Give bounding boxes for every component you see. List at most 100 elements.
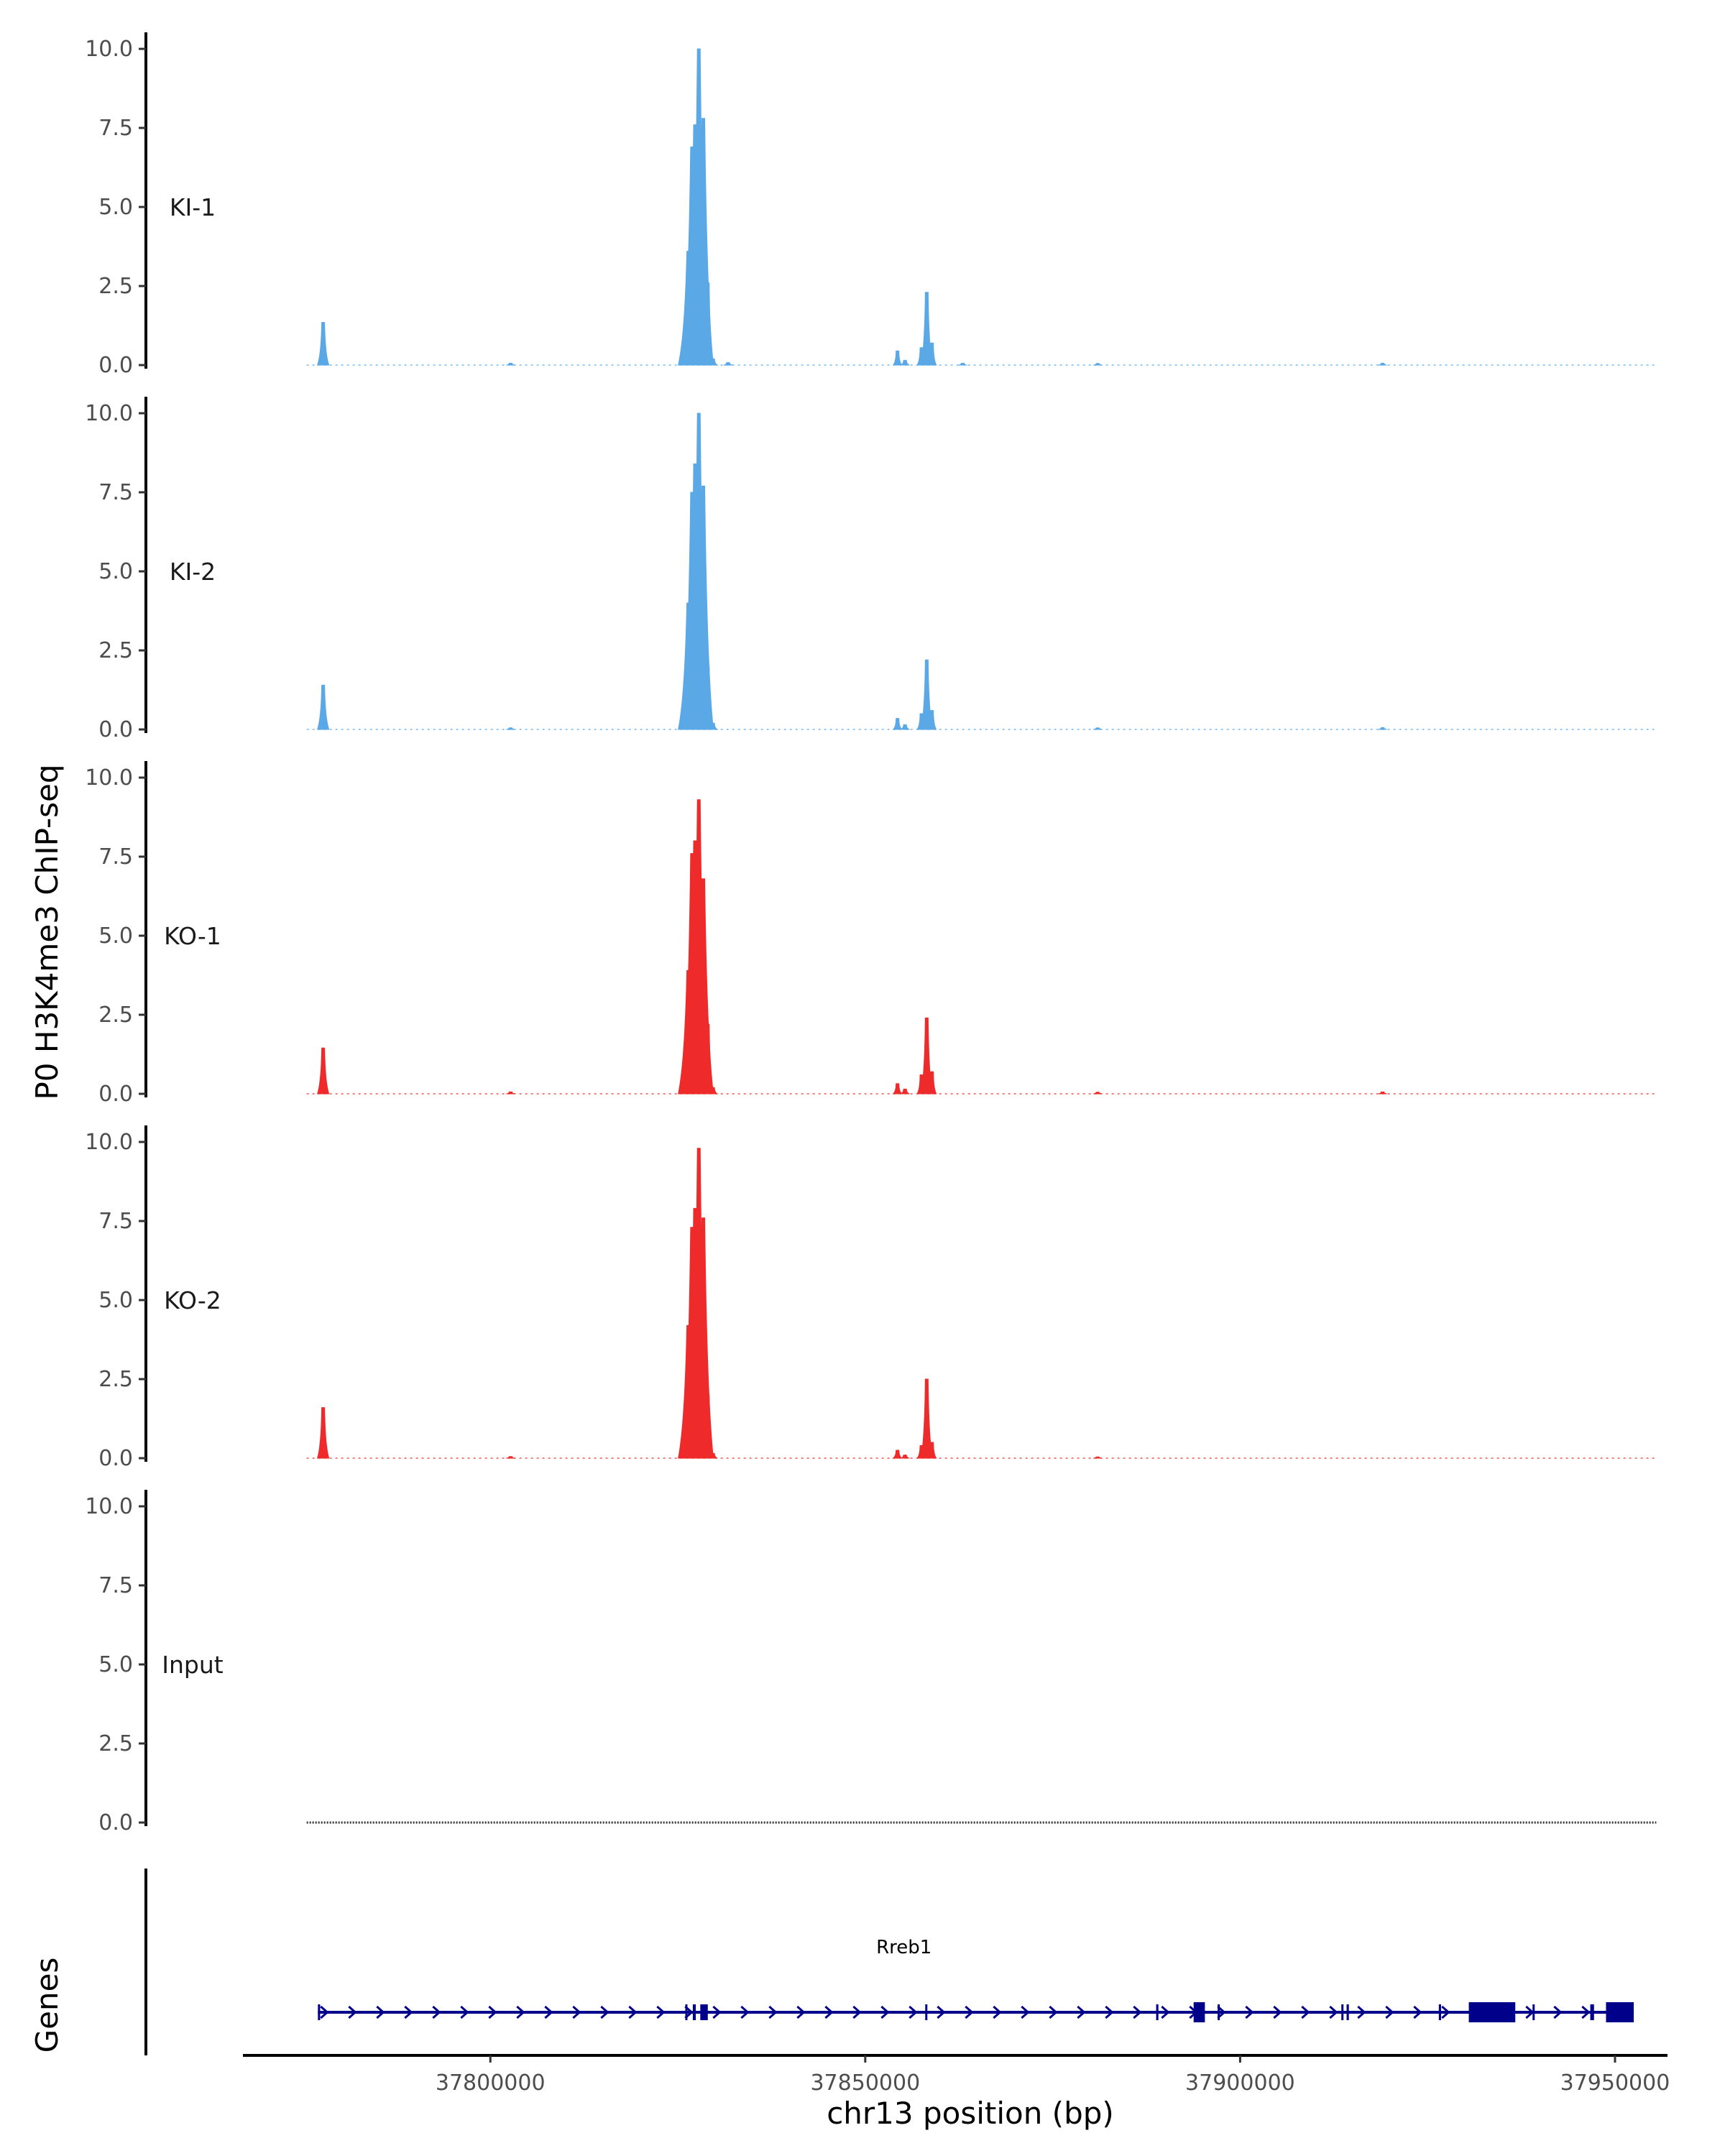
signal-peak xyxy=(707,722,719,730)
y-tick-label: 10.0 xyxy=(85,401,133,426)
strand-arrow xyxy=(376,2005,385,2019)
gene-track: Rreb1 xyxy=(144,1869,1634,2055)
signal-peak xyxy=(316,322,330,366)
strand-arrow xyxy=(1217,2005,1226,2019)
signal-peak xyxy=(506,1456,515,1459)
gene-exon xyxy=(700,2004,708,2020)
strand-arrow xyxy=(965,2005,974,2019)
y-tick-label: 0.0 xyxy=(98,717,133,742)
strand-arrow xyxy=(1357,2005,1366,2019)
gene-exon xyxy=(1341,2004,1344,2020)
signal-peak xyxy=(1093,363,1103,366)
signal-peak xyxy=(707,1087,719,1095)
strand-arrow xyxy=(460,2005,469,2019)
x-axis-title: chr13 position (bp) xyxy=(827,2096,1114,2131)
gene-exon xyxy=(1606,2002,1634,2022)
y-tick-label: 0.0 xyxy=(98,1082,133,1107)
signal-peak xyxy=(316,684,330,730)
signal-peak xyxy=(892,350,903,366)
y-tick-label: 0.0 xyxy=(98,353,133,378)
strand-arrow xyxy=(516,2005,525,2019)
gene-exon xyxy=(1532,2004,1535,2020)
y-tick-label: 0.0 xyxy=(98,1810,133,1835)
y-tick-label: 5.0 xyxy=(98,195,133,220)
signal-peak xyxy=(506,727,515,730)
gene-exon xyxy=(685,2004,688,2020)
track-ki-1: 0.0 2.5 5.0 7.5 10.0 KI-1 xyxy=(85,32,1657,378)
gene-exon xyxy=(1218,2004,1220,2020)
strand-arrow xyxy=(572,2005,581,2019)
y-tick-label: 7.5 xyxy=(98,844,133,870)
signal-peak xyxy=(892,718,903,730)
signal-peak xyxy=(926,1071,937,1095)
signal-peak xyxy=(723,361,733,366)
signal-peak xyxy=(702,282,714,366)
strand-arrow xyxy=(1581,2005,1591,2019)
gene-exon xyxy=(1468,2002,1516,2022)
strand-arrow xyxy=(740,2005,750,2019)
strand-arrow xyxy=(1245,2005,1254,2019)
strand-arrow xyxy=(1301,2005,1310,2019)
strand-arrow xyxy=(1441,2005,1450,2019)
signal-peak xyxy=(506,362,515,366)
track-ko-2: 0.0 2.5 5.0 7.5 10.0 KO-2 xyxy=(85,1125,1657,1471)
y-tick-label: 10.0 xyxy=(85,37,133,62)
y-tick-label: 7.5 xyxy=(98,1573,133,1598)
gene-exon xyxy=(1590,2004,1594,2020)
strand-arrow xyxy=(1049,2005,1058,2019)
x-tick-label: 37800000 xyxy=(436,2070,546,2096)
signal-peak xyxy=(506,1091,515,1095)
signal-peak xyxy=(316,1047,330,1095)
y-tick-label: 2.5 xyxy=(98,1367,133,1392)
strand-arrow xyxy=(993,2005,1002,2019)
y-tick-label: 2.5 xyxy=(98,274,133,299)
strand-arrow xyxy=(1553,2005,1563,2019)
y-tick-label: 7.5 xyxy=(98,1209,133,1234)
x-tick-label: 37900000 xyxy=(1185,2070,1295,2096)
track-label: KI-2 xyxy=(170,558,216,586)
gene-exon xyxy=(1193,2002,1205,2022)
strand-arrow xyxy=(1077,2005,1086,2019)
signal-peak xyxy=(708,1452,718,1459)
signal-peak xyxy=(892,1450,903,1459)
strand-arrow xyxy=(348,2005,357,2019)
signal-peak xyxy=(900,1455,910,1459)
signal-peak xyxy=(316,1407,330,1459)
gene-exon xyxy=(925,2004,928,2020)
signal-peak xyxy=(926,342,937,366)
gene-exon xyxy=(318,2004,321,2020)
gene-exon xyxy=(1156,2004,1159,2020)
signal-peak xyxy=(1093,1456,1103,1459)
signal-peak xyxy=(926,710,937,730)
y-tick-label: 7.5 xyxy=(98,480,133,505)
y-axis-title: P0 H3K4me3 ChIP-seq xyxy=(29,764,65,1100)
gene-rreb1: Rreb1 xyxy=(318,1937,1634,2022)
y-tick-label: 5.0 xyxy=(98,559,133,584)
track-label: KO-2 xyxy=(164,1286,221,1314)
signal-peak xyxy=(900,724,910,730)
signal-peak xyxy=(1093,1092,1103,1095)
strand-arrow xyxy=(937,2005,946,2019)
strand-arrow xyxy=(1161,2005,1170,2019)
track-label: KO-1 xyxy=(164,922,221,950)
strand-arrow xyxy=(1105,2005,1114,2019)
strand-arrow xyxy=(600,2005,610,2019)
x-tick-label: 37950000 xyxy=(1560,2070,1670,2096)
strand-arrow xyxy=(824,2005,834,2019)
track-label: Input xyxy=(162,1651,224,1679)
signal-peak xyxy=(900,359,910,366)
gene-exon xyxy=(692,2004,696,2020)
strand-arrow xyxy=(1021,2005,1030,2019)
strand-arrow xyxy=(1385,2005,1394,2019)
genes-track-title: Genes xyxy=(29,1958,65,2053)
strand-arrow xyxy=(404,2005,413,2019)
signal-peak xyxy=(1378,1091,1387,1095)
y-tick-label: 2.5 xyxy=(98,1731,133,1756)
strand-arrow xyxy=(488,2005,497,2019)
y-tick-label: 7.5 xyxy=(98,116,133,141)
x-axis: 37800000 37850000 37900000 37950000 xyxy=(243,2054,1670,2096)
y-tick-label: 5.0 xyxy=(98,1652,133,1677)
track-input: 0.0 2.5 5.0 7.5 10.0 Input xyxy=(85,1490,1657,1835)
track-label: KI-1 xyxy=(170,193,216,221)
